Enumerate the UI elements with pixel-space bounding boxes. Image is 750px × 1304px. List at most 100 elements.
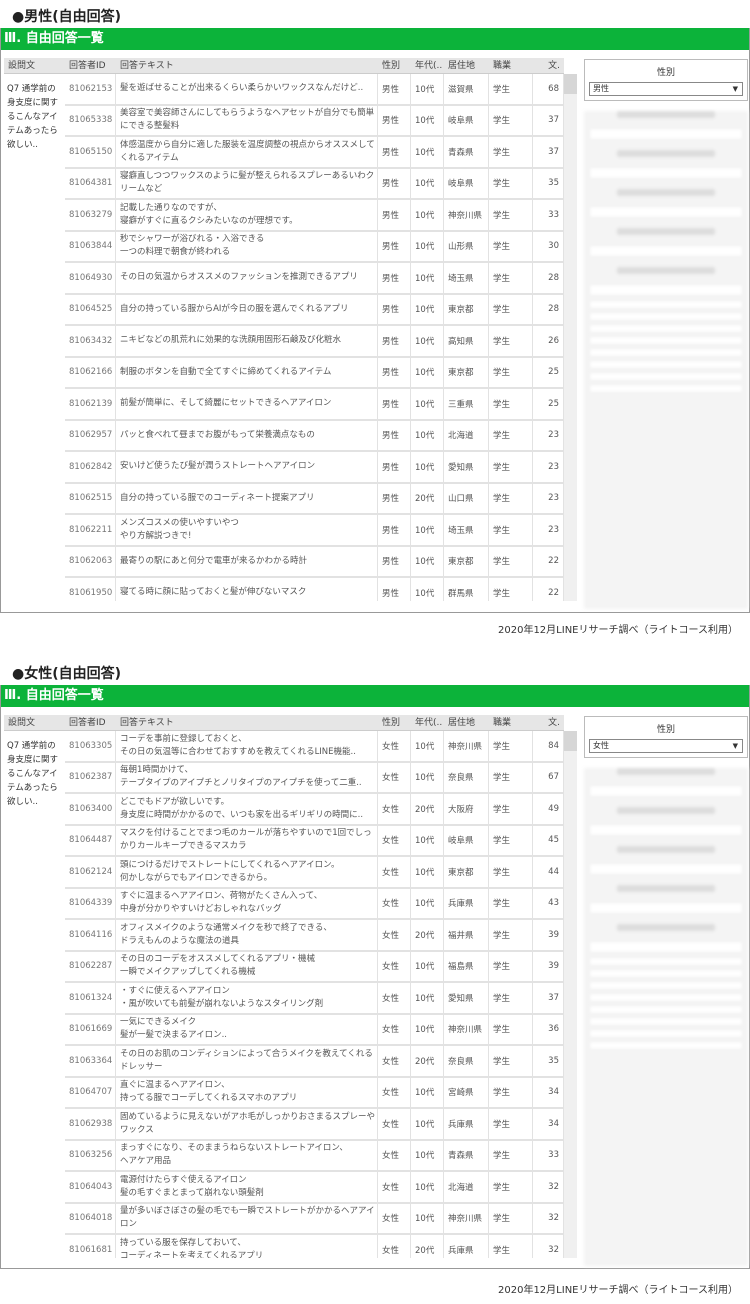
gender-select[interactable]: 女性 ▼ <box>589 739 743 753</box>
table-row[interactable]: 81062139 前髪が簡単に、そして綺麗にセットできるヘアアイロン 男性 10代 三重… <box>65 389 564 421</box>
answer-text: 量が多いぼさぼさの髪の毛でも一瞬でストレートがかかるヘアアイロン <box>116 1203 378 1233</box>
char-count: 25 <box>533 389 564 419</box>
question-cell: Q7 通学前の身支度に関するこんなアイテムあったら欲しい.. <box>7 741 59 807</box>
table-row[interactable]: 81063279 記載した通りなのですが、 寝癖がすぐに直るクシみたいなのが理想で… <box>65 200 564 232</box>
age-group: 10代 <box>411 1203 444 1233</box>
table-row[interactable]: 81062211 メンズコスメの使いやすいやつ やり方解説つきで! 男性 10代 埼玉県… <box>65 515 564 547</box>
occupation: 学生 <box>489 857 533 887</box>
age-group: 10代 <box>411 105 444 135</box>
table-row[interactable]: 81065338 美容室で美容師さんにしてもらうようなヘアセットが自分でも簡単にで… <box>65 105 564 137</box>
gender: 男性 <box>378 263 411 293</box>
column-header[interactable]: 文. <box>548 61 560 71</box>
respondent-id: 81062166 <box>65 357 116 387</box>
respondent-id: 81063305 <box>65 731 116 761</box>
answer-text: 自分の持っている服からAIが今日の服を選んでくれるアプリ <box>116 294 378 324</box>
table-row[interactable]: 81064930 その日の気温からオススメのファッションを推測できるアプリ 男性 10… <box>65 263 564 295</box>
blurred-list-item <box>589 360 743 369</box>
respondent-id: 81063432 <box>65 326 116 356</box>
blurred-list-item <box>589 336 743 345</box>
table-row[interactable]: 81064487 マスクを付けることでまつ毛のカールが落ちやすいので1回でしっかり… <box>65 825 564 857</box>
table-scrollbar[interactable] <box>564 74 577 601</box>
table-row[interactable]: 81064381 寝癖直しつつワックスのように髪が整えられるスプレーあるいわクリー… <box>65 168 564 200</box>
table-row[interactable]: 81063432 ニキビなどの肌荒れに効果的な洗顔用固形石鹸及び化粧水 男性 10代高… <box>65 326 564 358</box>
answer-text: メンズコスメの使いやすいやつ やり方解説つきで! <box>116 515 378 545</box>
table-row[interactable]: 81064707 直ぐに温まるヘアアイロン、 持ってる服でコーデしてくれるスマホの… <box>65 1077 564 1109</box>
dashboard-header: Ⅲ. 自由回答一覧 <box>1 685 749 707</box>
table-row[interactable]: 81062287 その日のコーデをオススメしてくれるアプリ・機械 一瞬でメイクアッ… <box>65 951 564 983</box>
table-row[interactable]: 81064116 オフィスメイクのような通常メイクを秒で終了できる、 ドラえもんの… <box>65 920 564 952</box>
table-row[interactable]: 81063256 まっすぐになり、そのままうねらないストレートアイロン、 ヘアケア… <box>65 1140 564 1172</box>
occupation: 学生 <box>489 794 533 824</box>
respondent-id: 81064339 <box>65 888 116 918</box>
table-row[interactable]: 81062166 制服のボタンを自動で全てすぐに締めてくれるアイテム 男性 10代 東京… <box>65 357 564 389</box>
blurred-label <box>616 150 716 157</box>
table-row[interactable]: 81064043 電源付けたらすぐ使えるアイロン 髪の毛すぐまとまって崩れない頭髪… <box>65 1172 564 1204</box>
table-row[interactable]: 81062124 頭につけるだけでストレートにしてくれるヘアアイロン。 何かしなが… <box>65 857 564 889</box>
column-header[interactable]: 回答テキスト <box>120 718 174 728</box>
gender-select[interactable]: 男性 ▼ <box>589 82 743 96</box>
gender-select-value: 男性 <box>593 84 609 93</box>
occupation: 学生 <box>489 983 533 1013</box>
column-header[interactable]: 年代(.. <box>415 61 443 71</box>
table-row[interactable]: 81062153 髪を遊ばせることが出来るくらい柔らかいワックスなんだけど.. 男性… <box>65 74 564 106</box>
age-group: 10代 <box>411 888 444 918</box>
answer-text: 自分の持っている服でのコーディネート提案アプリ <box>116 483 378 513</box>
column-header[interactable]: 回答者ID <box>69 718 106 728</box>
column-header[interactable]: 職業 <box>493 718 512 728</box>
table-row[interactable]: 81061324 ・すぐに使えるヘアアイロン ・風が吹いても前髪が崩れないようなス… <box>65 983 564 1015</box>
column-header[interactable]: 性別 <box>382 718 401 728</box>
gender: 女性 <box>378 1172 411 1202</box>
table-row[interactable]: 81061950 寝てる時に顔に貼っておくと髪が伸びないマスク 男性 10代 群馬県 学生… <box>65 578 564 601</box>
occupation: 学生 <box>489 1046 533 1076</box>
column-header[interactable]: 職業 <box>493 61 512 71</box>
table-row[interactable]: 81061681 持っている服を保存しておいて、 コーディネートを考えてくれるアプ… <box>65 1235 564 1258</box>
residence: 東京都 <box>444 294 489 324</box>
table-row[interactable]: 81064525 自分の持っている服からAIが今日の服を選んでくれるアプリ 男性 10… <box>65 294 564 326</box>
table-row[interactable]: 81063400 どこでもドアが欲しいです。 身支度に時間がかかるので、いつも家を… <box>65 794 564 826</box>
column-header[interactable]: 設問文 <box>8 61 36 71</box>
table-row[interactable]: 81062387 毎朝1時間かけて、 テープタイプのアイプチとノリタイプのアイプチ… <box>65 762 564 794</box>
answer-text: 一気にできるメイク 髪が一髪で決まるアイロン.. <box>116 1014 378 1044</box>
char-count: 67 <box>533 762 564 792</box>
table-row[interactable]: 81062938 固めているように見えないがアホ毛がしっかりおさまるスプレーやワッ… <box>65 1109 564 1141</box>
column-header[interactable]: 回答テキスト <box>120 61 174 71</box>
column-header[interactable]: 年代(.. <box>415 718 443 728</box>
respondent-id: 81063844 <box>65 231 116 261</box>
table-row[interactable]: 81063844 秒でシャワーが浴びれる・入浴できる 一つの料理で朝食が終われる男… <box>65 231 564 263</box>
table-row[interactable]: 81063364 その日のお肌のコンディションによって合うメイクを教えてくれるドレ… <box>65 1046 564 1078</box>
column-header[interactable]: 居住地 <box>448 61 476 71</box>
occupation: 学生 <box>489 1235 533 1258</box>
answer-text: 記載した通りなのですが、 寝癖がすぐに直るクシみたいなのが理想です。 <box>116 200 378 230</box>
residence: 北海道 <box>444 1172 489 1202</box>
column-header[interactable]: 文. <box>548 718 560 728</box>
column-header[interactable]: 設問文 <box>8 718 36 728</box>
blurred-list-item <box>589 1029 743 1038</box>
table-row[interactable]: 81062842 安いけど使うたび髪が潤うストレートヘアアイロン 男性 10代 愛知県学… <box>65 452 564 484</box>
table-row[interactable]: 81062515 自分の持っている服でのコーディネート提案アプリ 男性 20代 山口県学… <box>65 483 564 515</box>
table-row[interactable]: 81062063 最寄りの駅にあと何分で電車が来るかわかる時計 男性 10代 東京都 学生… <box>65 546 564 578</box>
table-row[interactable]: 81063305 コーデを事前に登録しておくと、 その日の気温等に合わせておすすめ… <box>65 731 564 763</box>
source-note: 2020年12月LINEリサーチ調べ（ライトコース利用） <box>498 625 738 636</box>
answer-text: マスクを付けることでまつ毛のカールが落ちやすいので1回でしっかりカールキープでき… <box>116 825 378 855</box>
residence: 岐阜県 <box>444 168 489 198</box>
column-header[interactable]: 性別 <box>382 61 401 71</box>
blurred-label <box>616 189 716 196</box>
answer-text: すぐに温まるヘアアイロン、荷物がたくさん入って、 中身が分かりやすいけどおしゃれ… <box>116 888 378 918</box>
age-group: 10代 <box>411 231 444 261</box>
occupation: 学生 <box>489 105 533 135</box>
occupation: 学生 <box>489 920 533 950</box>
table-row[interactable]: 81064339 すぐに温まるヘアアイロン、荷物がたくさん入って、 中身が分かりや… <box>65 888 564 920</box>
column-header[interactable]: 居住地 <box>448 718 476 728</box>
table-scrollbar[interactable] <box>564 731 577 1258</box>
gender: 男性 <box>378 137 411 167</box>
table-row[interactable]: 81062957 パッと食べれて昼までお腹がもって栄養満点なもの 男性 10代 北海道学… <box>65 420 564 452</box>
table-row[interactable]: 81061669 一気にできるメイク 髪が一髪で決まるアイロン.. 女性 10代 神奈川… <box>65 1014 564 1046</box>
table-row[interactable]: 81064018 量が多いぼさぼさの髪の毛でも一瞬でストレートがかかるヘアアイロン… <box>65 1203 564 1235</box>
dashboard-panel: Ⅲ. 自由回答一覧 設問文 回答者ID 回答テキスト 性別 年代(.. 居住地 職業 文. Q7… <box>0 685 750 1269</box>
respondent-id: 81062957 <box>65 420 116 450</box>
scrollbar-thumb[interactable] <box>564 74 577 94</box>
column-header[interactable]: 回答者ID <box>69 61 106 71</box>
respondent-id: 81064018 <box>65 1203 116 1233</box>
scrollbar-thumb[interactable] <box>564 731 577 751</box>
table-row[interactable]: 81065150 体感温度から自分に適した服装を温度調整の視点からオススメしてくれ… <box>65 137 564 169</box>
